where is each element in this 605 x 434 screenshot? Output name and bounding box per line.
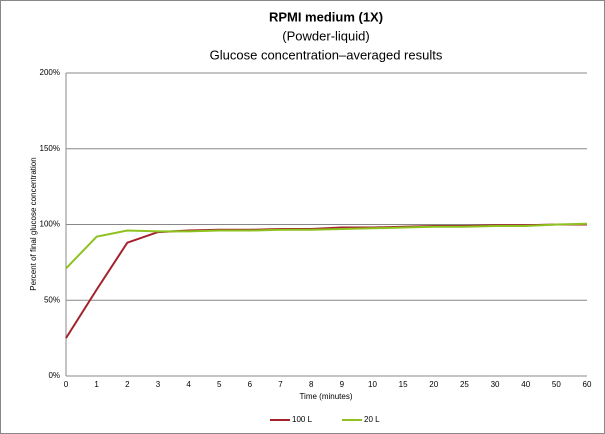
y-tick-label: 200% bbox=[40, 68, 60, 77]
y-tick-label: 150% bbox=[40, 144, 60, 153]
data-line bbox=[65, 222, 588, 270]
x-tick-label: 7 bbox=[278, 380, 283, 389]
x-tick-label: 5 bbox=[217, 380, 222, 389]
x-tick-label: 25 bbox=[460, 380, 469, 389]
legend-label: 100 L bbox=[292, 415, 313, 424]
y-tick-label: 0% bbox=[48, 371, 60, 380]
x-tick-label: 9 bbox=[340, 380, 345, 389]
chart-subtitle: (Powder-liquid) bbox=[282, 28, 369, 43]
x-tick-label: 40 bbox=[521, 380, 530, 389]
x-tick-label: 4 bbox=[186, 380, 191, 389]
x-tick-label: 50 bbox=[552, 380, 561, 389]
x-tick-label: 2 bbox=[125, 380, 130, 389]
x-axis-title: Time (minutes) bbox=[299, 392, 352, 401]
x-tick-label: 20 bbox=[429, 380, 438, 389]
legend-label: 20 L bbox=[364, 415, 380, 424]
x-tick-label: 8 bbox=[309, 380, 314, 389]
x-tick-label: 1 bbox=[94, 380, 99, 389]
x-tick-label: 10 bbox=[368, 380, 377, 389]
x-tick-label: 15 bbox=[399, 380, 408, 389]
chart-subtitle: Glucose concentration–averaged results bbox=[210, 47, 443, 62]
y-tick-label: 100% bbox=[40, 220, 60, 229]
y-axis-title: Percent of final glucose concentration bbox=[29, 157, 38, 290]
x-tick-label: 6 bbox=[248, 380, 253, 389]
y-tick-label: 50% bbox=[44, 295, 60, 304]
x-tick-label: 3 bbox=[156, 380, 161, 389]
chart-title: RPMI medium (1X) bbox=[269, 9, 383, 24]
x-tick-label: 30 bbox=[491, 380, 500, 389]
x-tick-label: 0 bbox=[64, 380, 69, 389]
x-tick-label: 60 bbox=[583, 380, 592, 389]
